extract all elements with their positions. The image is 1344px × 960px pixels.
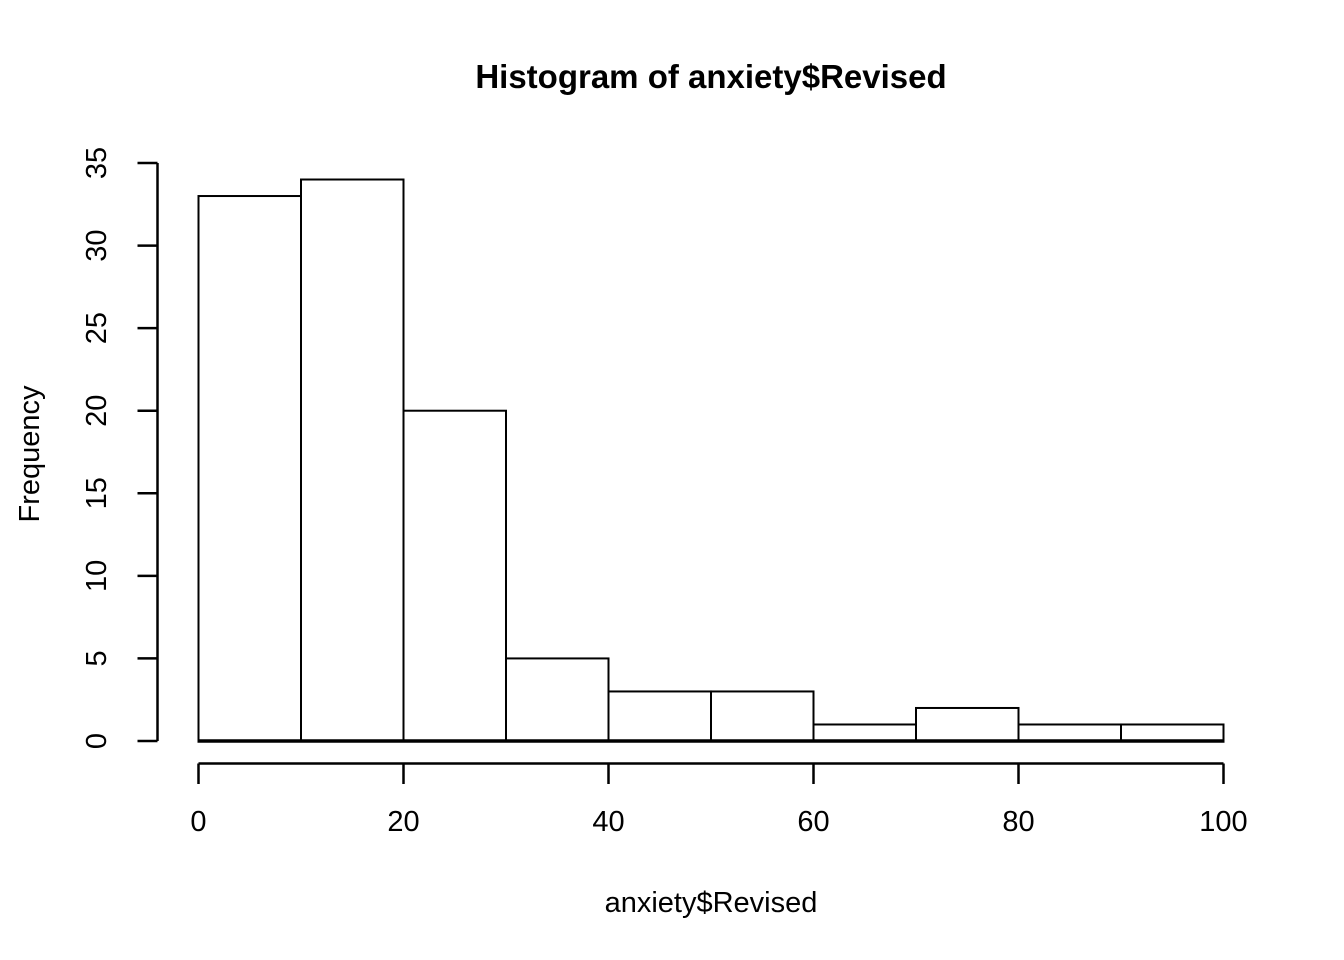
histogram-bar <box>197 195 302 742</box>
x-tick-label: 40 <box>592 806 624 838</box>
x-tick-label: 20 <box>387 806 419 838</box>
y-tick-label: 35 <box>81 147 113 179</box>
x-axis-title: anxiety$Revised <box>604 887 818 919</box>
histogram-bar <box>1017 723 1122 743</box>
x-tick-label: 80 <box>1002 806 1034 838</box>
y-tick-label: 20 <box>81 395 113 427</box>
y-tick-label: 30 <box>81 229 113 261</box>
y-tick-label: 0 <box>81 733 113 749</box>
histogram-bar <box>607 690 712 743</box>
x-tick-label: 0 <box>190 806 206 838</box>
y-tick-label: 15 <box>81 477 113 509</box>
histogram-bar <box>812 723 917 743</box>
y-tick-label: 25 <box>81 312 113 344</box>
y-axis-title: Frequency <box>14 385 46 523</box>
histogram-bar <box>1120 723 1225 743</box>
histogram-bar <box>710 690 815 743</box>
histogram-bar <box>402 409 507 742</box>
x-tick-label: 100 <box>1199 806 1247 838</box>
y-tick-label: 5 <box>81 650 113 666</box>
histogram-bar <box>505 657 610 743</box>
chart-title: Histogram of anxiety$Revised <box>475 58 947 95</box>
histogram-bar <box>300 178 405 742</box>
y-tick-label: 10 <box>81 560 113 592</box>
histogram-bar <box>915 706 1020 743</box>
x-tick-label: 60 <box>797 806 829 838</box>
